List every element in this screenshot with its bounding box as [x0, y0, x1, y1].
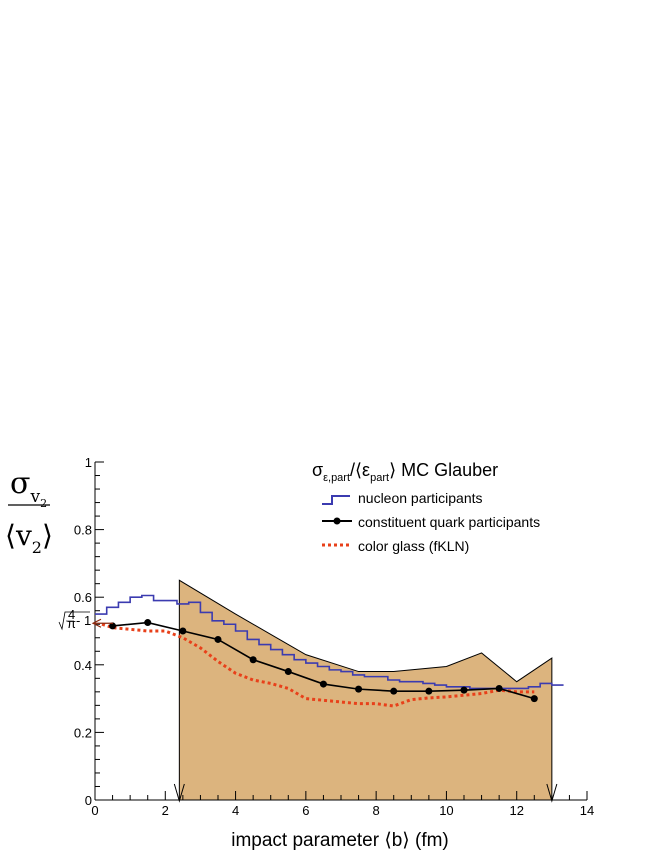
legend-label-cgc: color glass (fKLN) [358, 538, 469, 554]
y-marker-layer [91, 618, 113, 628]
legend: σε,part/⟨εpart⟩ MC Glauber nucleon parti… [312, 460, 540, 554]
y-marker-label-num: 4 [68, 607, 75, 622]
x-tick-label: 2 [162, 803, 169, 818]
y-tick-label: 0.2 [74, 725, 92, 740]
legend-swatch-nucleon [322, 495, 350, 505]
y-tick-label: 0.4 [74, 658, 92, 673]
band-edge-arrow [546, 783, 558, 803]
series-color-glass [101, 622, 535, 708]
y-tick-label: 0.6 [74, 590, 92, 605]
legend-entry-nucleon: nucleon participants [322, 490, 483, 506]
quark-point [144, 619, 152, 627]
x-axis-title: impact parameter ⟨b⟩ (fm) [231, 830, 449, 851]
series-nucleon-participants [95, 594, 564, 690]
quark-point [109, 622, 117, 630]
quark-point [460, 686, 468, 694]
quark-point [249, 656, 257, 664]
quark-point [355, 685, 363, 693]
y-axis-title: σv2 ⟨v2⟩ [5, 466, 53, 557]
legend-swatch-quark-marker [333, 517, 341, 525]
y-tick-label: 0.8 [74, 523, 92, 538]
quark-point [530, 695, 538, 703]
legend-label-nucleon: nucleon participants [358, 490, 483, 506]
x-tick-label: 0 [91, 803, 98, 818]
y-axis-title-numerator: σv2 [10, 466, 47, 510]
legend-entry-cgc: color glass (fKLN) [322, 538, 469, 554]
x-tick-label: 12 [509, 803, 523, 818]
quark-point [319, 680, 327, 688]
x-tick-label: 14 [580, 803, 594, 818]
y-marker-label-den: π [67, 616, 76, 631]
x-tick-label: 6 [302, 803, 309, 818]
x-tick-label: 4 [232, 803, 239, 818]
y-marker-label-rest: - 1 [76, 613, 91, 628]
quark-point [214, 635, 222, 643]
band-edge-arrow [173, 783, 185, 803]
legend-entry-quark: constituent quark participants [322, 514, 540, 530]
quark-point [179, 627, 187, 635]
x-tick-label: 10 [439, 803, 453, 818]
quark-point [495, 684, 503, 692]
quark-point [390, 687, 398, 695]
y-marker-arrow-head [91, 618, 102, 628]
legend-label-quark: constituent quark participants [358, 514, 540, 530]
y-marker-label: 4 π - 1 [58, 607, 91, 631]
axes: 0 2 4 6 8 10 12 14 0 0.2 0.4 0.6 0.8 1 [74, 455, 594, 818]
quark-point [284, 668, 292, 676]
quark-point [425, 687, 433, 695]
y-tick-label: 1 [85, 455, 92, 470]
y-tick-label: 0 [85, 793, 92, 808]
legend-title: σε,part/⟨εpart⟩ MC Glauber [312, 460, 498, 484]
series-layer [95, 594, 564, 708]
y-axis-title-denominator: ⟨v2⟩ [5, 519, 53, 557]
x-tick-label: 8 [373, 803, 380, 818]
